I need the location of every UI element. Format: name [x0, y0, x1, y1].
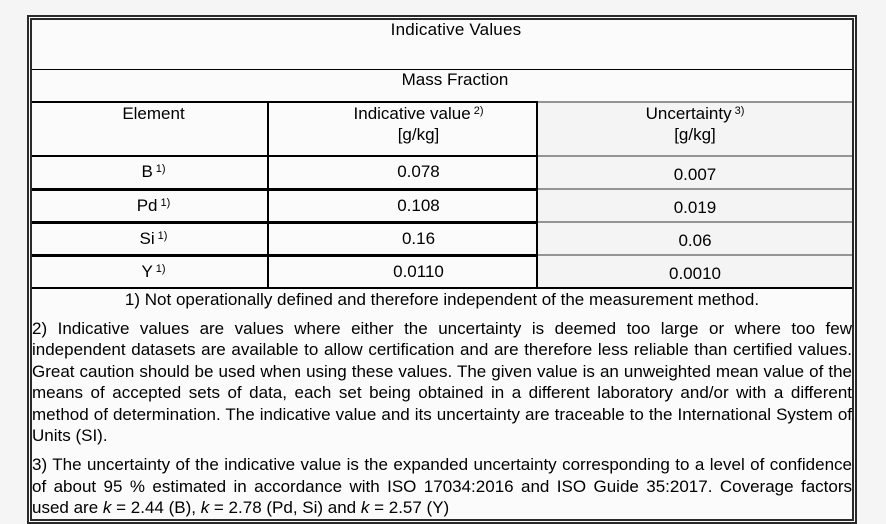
indicative-value-cell: 0.0110	[269, 254, 538, 287]
footnote-marker: 1)	[155, 263, 166, 275]
table-row-pd: Pd 1) 0.108 0.019	[32, 188, 852, 221]
table-row-si: Si 1) 0.16 0.06	[32, 221, 852, 254]
column-header-element-label: Element	[122, 104, 185, 123]
table-title: Indicative Values	[390, 20, 522, 39]
footnote-marker: 3)	[734, 105, 745, 117]
column-header-uncertainty-unit: [g/kg]	[674, 125, 716, 144]
footnotes-row: 1) Not operationally defined and therefo…	[32, 287, 852, 519]
element-cell: B 1)	[32, 155, 269, 188]
footnote-marker: 1)	[157, 230, 168, 242]
uncertainty-cell: 0.06	[538, 221, 852, 254]
indicative-value-cell: 0.16	[269, 221, 538, 254]
footnote-marker: 1)	[155, 163, 166, 175]
column-header-uncertainty: Uncertainty 3) [g/kg]	[538, 101, 852, 155]
header-row: Element Indicative value 2) [g/kg] Uncert…	[32, 101, 852, 155]
table-row-y: Y 1) 0.0110 0.0010	[32, 254, 852, 287]
uncertainty-cell: 0.019	[538, 188, 852, 221]
footnote-3: 3) The uncertainty of the indicative val…	[32, 455, 852, 518]
indicative-values-table: Indicative Values Mass Fraction Element …	[32, 20, 852, 519]
footnote-marker: 2)	[473, 105, 484, 117]
footnote-2: 2) Indicative values are values where ei…	[32, 318, 852, 446]
indicative-values-table-frame: Indicative Values Mass Fraction Element …	[27, 15, 857, 524]
title-row: Indicative Values	[32, 20, 852, 69]
indicative-value-cell: 0.108	[269, 188, 538, 221]
indicative-value-cell: 0.078	[269, 155, 538, 188]
column-header-uncertainty-label: Uncertainty 3)	[645, 104, 745, 123]
footnotes-block: 1) Not operationally defined and therefo…	[32, 287, 852, 519]
uncertainty-cell: 0.0010	[538, 254, 852, 287]
element-cell: Si 1)	[32, 221, 269, 254]
column-header-indicative-value-unit: [g/kg]	[397, 125, 440, 144]
column-header-indicative-value: Indicative value 2) [g/kg]	[269, 101, 538, 155]
element-cell: Pd 1)	[32, 188, 269, 221]
uncertainty-cell: 0.007	[538, 155, 852, 188]
column-header-indicative-value-label: Indicative value 2)	[353, 104, 484, 123]
footnote-1: 1) Not operationally defined and therefo…	[124, 290, 760, 309]
subtitle-row: Mass Fraction	[32, 69, 852, 101]
mass-fraction-label: Mass Fraction	[32, 69, 852, 101]
table-row-b: B 1) 0.078 0.007	[32, 155, 852, 188]
page: { "colors": { "page_background": "#f5f5f…	[27, 15, 857, 524]
footnote-marker: 1)	[160, 197, 171, 209]
element-cell: Y 1)	[32, 254, 269, 287]
column-header-element: Element	[32, 101, 269, 155]
